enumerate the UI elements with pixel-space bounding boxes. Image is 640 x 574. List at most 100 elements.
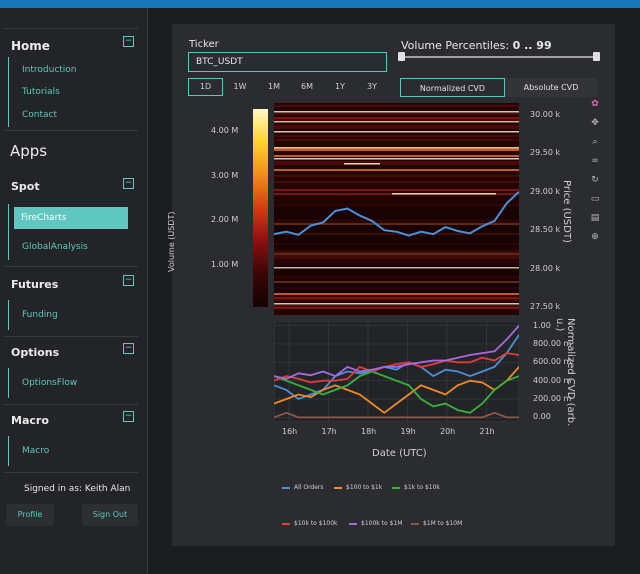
legend-label: $100 to $1k — [346, 484, 383, 491]
heatmap-band — [274, 305, 519, 307]
legend-swatch — [282, 486, 290, 489]
volume-colorbar — [253, 109, 268, 307]
collapse-macro-button[interactable]: − — [123, 411, 134, 422]
legend-label: All Orders — [294, 484, 324, 491]
futures-heading: Futures — [11, 278, 59, 291]
sidebar-item-globalanalysis[interactable]: GlobalAnalysis — [22, 242, 88, 252]
range-button-3y[interactable]: 3Y — [367, 82, 377, 91]
options-heading: Options — [11, 346, 60, 359]
normalized-cvd-tab[interactable]: Normalized CVD — [400, 78, 505, 97]
legend-item: $100k to $1M — [349, 520, 402, 527]
range-button-1m[interactable]: 1M — [268, 82, 280, 91]
heatmap-band — [274, 179, 519, 181]
heatmap-band — [274, 183, 519, 185]
sign-out-button[interactable]: Sign Out — [82, 504, 138, 526]
nav-bar — [8, 436, 9, 466]
price-line — [274, 190, 519, 237]
save-icon[interactable]: ▭ — [590, 194, 600, 204]
cvd-tick-label: 400.00 m — [533, 375, 572, 385]
sidebar-item-introduction[interactable]: Introduction — [22, 65, 77, 75]
heatmap-band — [274, 109, 519, 111]
cvd-series-line — [274, 334, 519, 401]
heatmap-level-line — [274, 147, 519, 149]
colorwheel-icon[interactable]: ✿ — [591, 99, 599, 109]
heatmap-band — [274, 177, 519, 179]
heatmap-band — [274, 311, 519, 313]
lasso-icon[interactable]: ∞ — [591, 156, 599, 166]
volume-slider-low-handle[interactable] — [398, 52, 405, 61]
sidebar: Home − Introduction Tutorials Contact Ap… — [0, 8, 148, 574]
heatmap-shade — [274, 198, 519, 293]
price-tick-label: 30.00 k — [530, 109, 561, 119]
sidebar-item-contact[interactable]: Contact — [22, 110, 58, 120]
heatmap-band — [274, 113, 519, 115]
divider — [4, 404, 138, 405]
heatmap-band — [274, 125, 519, 127]
heatmap-band — [274, 145, 519, 147]
legend-item: All Orders — [282, 484, 324, 491]
price-tick-label: 27.50 k — [530, 302, 561, 312]
divider — [4, 266, 138, 267]
heatmap-band — [274, 155, 519, 157]
colorbar-tick-label: 1.00 M — [211, 260, 239, 269]
time-tick-label: 19h — [400, 427, 416, 436]
legend-swatch — [392, 486, 400, 489]
hover-icon[interactable]: ▤ — [590, 213, 600, 223]
collapse-options-button[interactable]: − — [123, 343, 134, 354]
legend-swatch — [411, 522, 419, 525]
nav-bar — [8, 368, 9, 398]
volume-percentiles-range: 0 .. 99 — [512, 39, 552, 52]
heatmap-level-line — [344, 163, 380, 165]
price-axis-title: Price (USDT) — [561, 180, 572, 243]
ticker-label: Ticker — [189, 39, 219, 50]
collapse-futures-button[interactable]: − — [123, 275, 134, 286]
heatmap-level-line — [392, 193, 496, 195]
heatmap-chart[interactable] — [274, 103, 519, 315]
heatmap-band — [274, 163, 519, 165]
heatmap-band — [274, 191, 519, 193]
cvd-tick-label: 600.00 m — [533, 357, 572, 367]
ticker-input[interactable]: BTC_USDT — [188, 52, 387, 72]
heatmap-band — [274, 313, 519, 315]
heatmap-level-line — [274, 121, 519, 123]
range-button-1y[interactable]: 1Y — [335, 82, 345, 91]
nav-bar — [8, 204, 9, 260]
heatmap-band — [274, 295, 519, 297]
volume-slider-high-handle[interactable] — [593, 52, 600, 61]
spike-icon[interactable]: ⊕ — [591, 232, 599, 242]
range-button-1d[interactable]: 1D — [199, 82, 212, 91]
absolute-cvd-tab[interactable]: Absolute CVD — [505, 78, 597, 97]
zoom-icon[interactable]: ⌕ — [592, 137, 598, 147]
sidebar-item-macro[interactable]: Macro — [22, 446, 50, 456]
reset-icon[interactable]: ↻ — [591, 175, 599, 185]
heatmap-band — [274, 307, 519, 309]
divider — [4, 130, 138, 131]
sidebar-item-funding[interactable]: Funding — [22, 310, 58, 320]
heatmap-band — [274, 139, 519, 141]
heatmap-band — [274, 171, 519, 173]
sidebar-item-firecharts[interactable]: FireCharts — [14, 207, 128, 229]
heatmap-level-line — [274, 303, 519, 305]
heatmap-band — [274, 297, 519, 299]
collapse-spot-button[interactable]: − — [123, 178, 134, 189]
range-button-6m[interactable]: 6M — [301, 82, 313, 91]
heatmap-band — [274, 143, 519, 145]
price-tick-label: 28.00 k — [530, 263, 561, 273]
heatmap-band — [274, 117, 519, 119]
sidebar-item-optionsflow[interactable]: OptionsFlow — [22, 378, 78, 388]
profile-button[interactable]: Profile — [6, 504, 54, 526]
cvd-chart[interactable] — [274, 321, 519, 422]
time-tick-label: 20h — [440, 427, 456, 436]
heatmap-band — [274, 123, 519, 125]
legend-item: $1M to $10M — [411, 520, 462, 527]
collapse-home-button[interactable]: − — [123, 36, 134, 47]
nav-bar — [8, 57, 9, 127]
range-button-1w[interactable]: 1W — [233, 82, 247, 91]
volume-slider-track[interactable] — [401, 56, 597, 58]
sidebar-item-tutorials[interactable]: Tutorials — [22, 87, 60, 97]
legend-swatch — [334, 486, 342, 489]
legend-label: $10k to $100k — [294, 520, 338, 527]
cvd-tick-label: 0.00 — [533, 412, 551, 422]
price-tick-label: 28.50 k — [530, 225, 561, 235]
pan-icon[interactable]: ✥ — [591, 118, 599, 128]
